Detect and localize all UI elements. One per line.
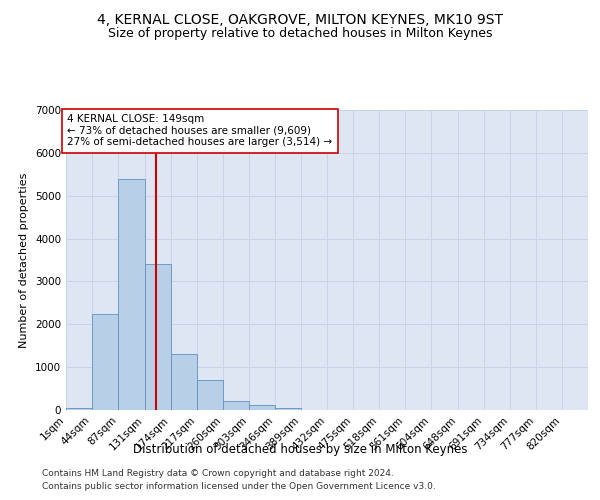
Text: Contains public sector information licensed under the Open Government Licence v3: Contains public sector information licen… [42,482,436,491]
Bar [197,380,223,410]
Text: 4 KERNAL CLOSE: 149sqm
← 73% of detached houses are smaller (9,609)
27% of semi-: 4 KERNAL CLOSE: 149sqm ← 73% of detached… [67,114,332,148]
Y-axis label: Number of detached properties: Number of detached properties [19,172,29,348]
Bar [171,354,197,410]
Bar [92,314,118,410]
Text: 4, KERNAL CLOSE, OAKGROVE, MILTON KEYNES, MK10 9ST: 4, KERNAL CLOSE, OAKGROVE, MILTON KEYNES… [97,12,503,26]
Bar [66,408,92,410]
Bar [223,402,249,410]
Bar [275,408,301,410]
Text: Size of property relative to detached houses in Milton Keynes: Size of property relative to detached ho… [108,28,492,40]
Text: Distribution of detached houses by size in Milton Keynes: Distribution of detached houses by size … [133,442,467,456]
Bar [118,178,145,410]
Bar [249,406,275,410]
Bar [145,264,171,410]
Text: Contains HM Land Registry data © Crown copyright and database right 2024.: Contains HM Land Registry data © Crown c… [42,468,394,477]
